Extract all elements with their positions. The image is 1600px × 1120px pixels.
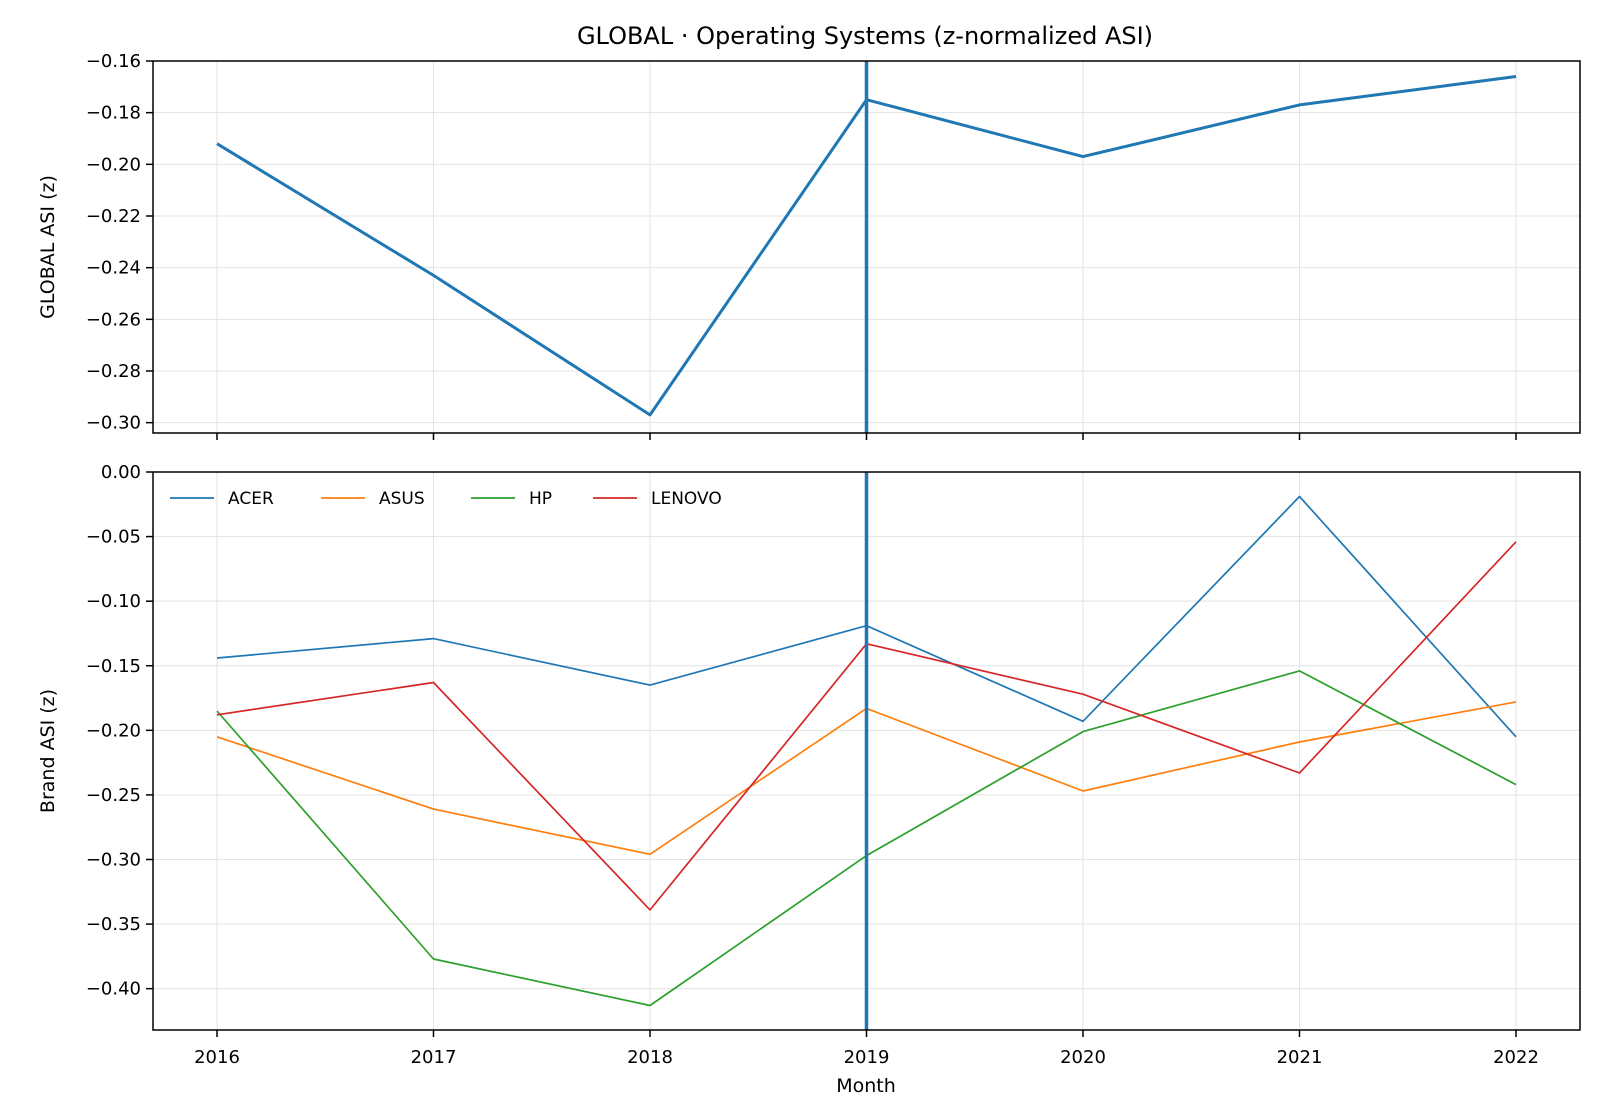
brand-asi-plot-frame: [152, 471, 1581, 1031]
x-tick-label: 2017: [411, 1047, 457, 1068]
brand-y-tick-label: 0.00: [101, 462, 141, 483]
global-asi-y-axis-label: GLOBAL ASI (z): [37, 175, 59, 319]
brand-y-tick-label: −0.40: [86, 979, 141, 1000]
global-y-tick-label: −0.26: [86, 309, 141, 330]
brand-y-tick-label: −0.30: [86, 850, 141, 871]
global-y-tick-label: −0.18: [86, 103, 141, 124]
global-asi-panel: −0.16 −0.18 −0.20 −0.22 −0.24 −0.26 −0.28 −0.30…: [37, 51, 1581, 440]
x-axis-label: Month: [836, 1075, 896, 1097]
brand-asi-y-axis-label: Brand ASI (z): [37, 689, 59, 813]
x-tick-label: 2022: [1493, 1047, 1539, 1068]
brand-asi-panel: 2016 2017 2018 2019 2020 2021 2022 0.00 −0.05 −0.…: [37, 462, 1581, 1097]
brand-y-tick-label: −0.25: [86, 785, 141, 806]
global-y-tick-label: −0.28: [86, 361, 141, 382]
brand-y-tick-label: −0.05: [86, 527, 141, 548]
global-asi-plot-frame: [152, 60, 1581, 434]
legend: ACER ASUS HP LENOVO: [170, 489, 722, 509]
legend-label-acer: ACER: [228, 489, 274, 509]
x-tick-label: 2020: [1060, 1047, 1106, 1068]
chart-title: GLOBAL · Operating Systems (z-normalized…: [577, 22, 1153, 50]
x-tick-label: 2016: [194, 1047, 240, 1068]
brand-y-tick-label: −0.20: [86, 720, 141, 741]
global-y-tick-label: −0.30: [86, 413, 141, 434]
legend-label-asus: ASUS: [379, 489, 425, 509]
legend-label-lenovo: LENOVO: [651, 489, 722, 509]
brand-y-tick-label: −0.15: [86, 656, 141, 677]
legend-label-hp: HP: [529, 489, 552, 509]
brand-y-tick-label: −0.10: [86, 591, 141, 612]
global-y-tick-label: −0.22: [86, 206, 141, 227]
x-tick-label: 2021: [1277, 1047, 1323, 1068]
global-y-tick-label: −0.24: [86, 258, 141, 279]
x-tick-label: 2018: [627, 1047, 673, 1068]
global-y-tick-label: −0.20: [86, 154, 141, 175]
x-tick-label: 2019: [844, 1047, 890, 1068]
global-y-tick-label: −0.16: [86, 51, 141, 72]
brand-y-tick-label: −0.35: [86, 914, 141, 935]
